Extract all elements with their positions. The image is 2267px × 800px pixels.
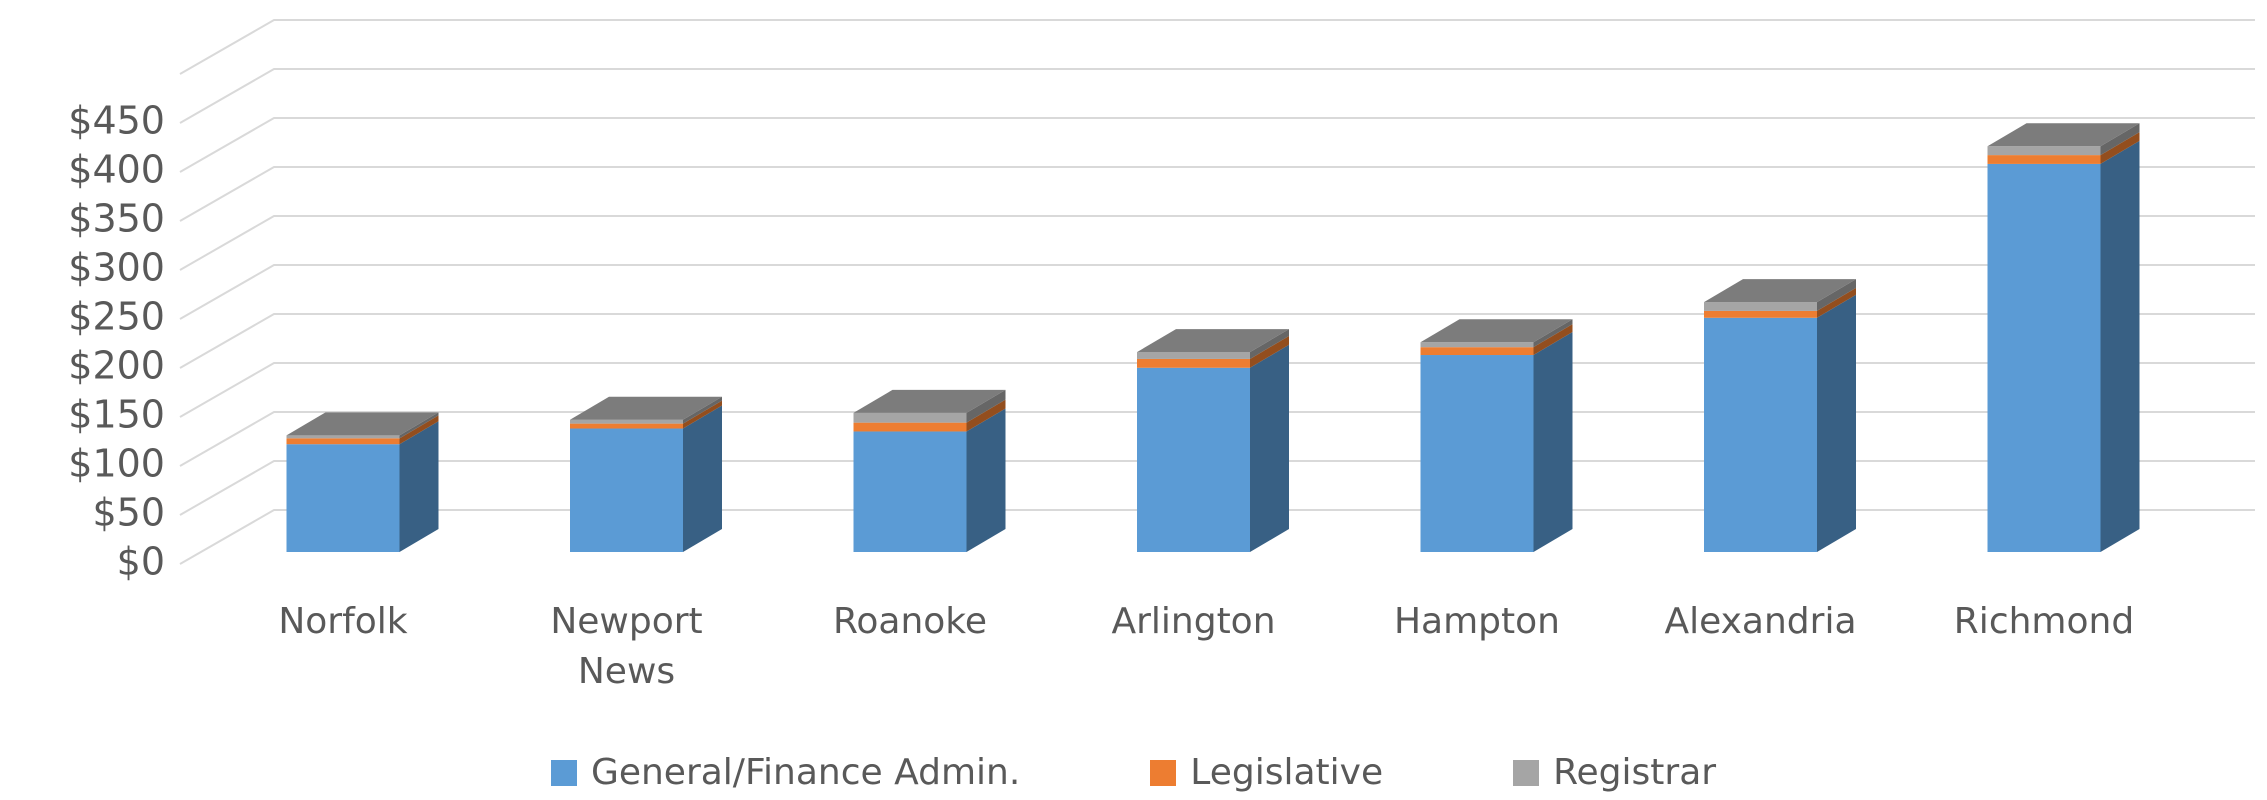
- bar-side: [1817, 287, 1856, 318]
- bar-side: [966, 389, 1006, 423]
- bar-side: [399, 412, 439, 439]
- legend-label: Registrar: [1553, 752, 1717, 793]
- bar: [1704, 310, 1817, 318]
- bar: [1987, 163, 2101, 553]
- bar: [1704, 317, 1817, 552]
- bar-top: [853, 389, 1006, 413]
- chart: $0 $50 $100 $150 $200 $250 $300 $350 $400 $450: [68, 19, 2255, 584]
- grid-line: [179, 460, 2255, 516]
- bar-side: [1817, 294, 1856, 552]
- y-tick-label: $400: [68, 148, 165, 192]
- bar-side: [683, 405, 722, 552]
- legend-label: Legislative: [1190, 752, 1384, 793]
- bar: [1420, 347, 1534, 356]
- bar: [1987, 146, 2101, 156]
- wall-edge: [179, 19, 2255, 75]
- bar: [1420, 355, 1534, 552]
- bar: [1137, 352, 1250, 359]
- bar-side: [966, 399, 1006, 432]
- legend: General/Finance Admin. Legislative Registr…: [0, 752, 2267, 793]
- legend-swatch: [550, 759, 577, 786]
- bar-side: [2100, 140, 2140, 553]
- legend-item: Registrar: [1513, 752, 1716, 793]
- bar: [286, 444, 400, 552]
- bar: [1137, 367, 1250, 552]
- grid-line: [179, 215, 2255, 271]
- y-tick-label: $450: [68, 99, 165, 143]
- bar: [570, 419, 683, 424]
- x-tick-label: Norfolk: [278, 601, 408, 642]
- legend-item: Legislative: [1150, 752, 1383, 793]
- grid-line: [179, 313, 2255, 369]
- grid-line: [179, 166, 2255, 222]
- bar-top: [1137, 329, 1289, 353]
- bar-side: [966, 408, 1006, 552]
- grid-line: [179, 411, 2255, 467]
- grid-line: [179, 68, 2255, 124]
- bar-side: [399, 421, 439, 552]
- bar: [570, 423, 683, 429]
- x-tick-label: Roanoke: [832, 601, 988, 642]
- bar: [1987, 155, 2101, 164]
- bar-top: [1704, 279, 1856, 303]
- legend-swatch: [1513, 759, 1540, 786]
- bar: [1704, 302, 1817, 311]
- bar-top: [286, 412, 439, 436]
- bar: [853, 412, 967, 423]
- y-tick-label: $0: [117, 540, 165, 584]
- bar-top: [570, 396, 722, 420]
- bar-side: [2100, 132, 2140, 164]
- legend-swatch: [1150, 759, 1177, 786]
- grid-line: [179, 117, 2255, 173]
- bar-side: [683, 400, 722, 429]
- x-tick-label: Newport News: [550, 601, 703, 692]
- bar: [570, 428, 683, 552]
- grid-line: [179, 509, 2255, 565]
- y-tick-label: $250: [68, 295, 165, 339]
- bar-top: [1420, 319, 1573, 343]
- bar-side: [1817, 279, 1856, 311]
- legend-label: General/Finance Admin.: [590, 752, 1021, 793]
- y-tick-label: $50: [92, 491, 165, 535]
- bar: [286, 438, 400, 445]
- y-tick-label: $150: [68, 393, 165, 437]
- y-tick-label: $200: [68, 344, 165, 388]
- bar: [853, 422, 967, 432]
- bar-side: [399, 415, 439, 445]
- legend-item: General/Finance Admin.: [550, 752, 1021, 793]
- bar-side: [683, 396, 722, 424]
- y-tick-label: $350: [68, 197, 165, 241]
- bar-side: [2100, 123, 2140, 156]
- bar: [853, 431, 967, 552]
- grid-line: [179, 362, 2255, 418]
- bar-top: [1987, 123, 2140, 147]
- x-tick-label: Alexandria: [1664, 601, 1857, 642]
- x-tick-label: Hampton: [1393, 601, 1560, 642]
- grid-line: [179, 264, 2255, 320]
- bar: [1420, 342, 1534, 348]
- y-tick-label: $100: [68, 442, 165, 486]
- bar: [1137, 358, 1250, 368]
- bar-side: [1533, 319, 1573, 348]
- bar-side: [1250, 329, 1289, 359]
- x-tick-label: Richmond: [1953, 601, 2135, 642]
- x-tick-label: Arlington: [1111, 601, 1276, 642]
- bar-side: [1533, 324, 1573, 356]
- bar-side: [1250, 344, 1289, 552]
- bar: [286, 435, 400, 439]
- bar-side: [1533, 332, 1573, 552]
- bar-side: [1250, 335, 1289, 368]
- y-tick-label: $300: [68, 246, 165, 290]
